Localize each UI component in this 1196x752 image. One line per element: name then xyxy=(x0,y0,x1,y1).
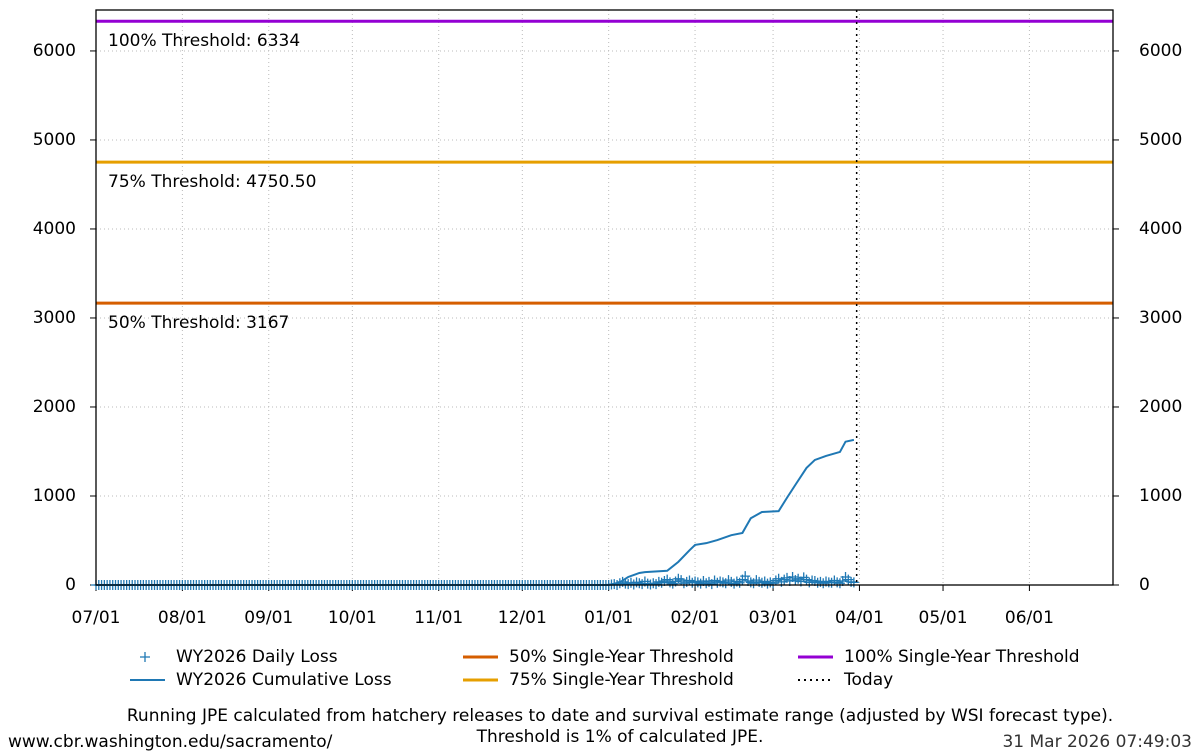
daily-marker xyxy=(692,577,703,588)
x-tick-label: 04/01 xyxy=(835,608,884,628)
legend-label: WY2026 Daily Loss xyxy=(176,647,338,667)
daily-marker xyxy=(832,577,843,588)
daily-marker xyxy=(848,577,859,588)
y2-tick-label: 3000 xyxy=(1139,308,1182,328)
daily-marker xyxy=(768,578,779,589)
caption: Threshold is 1% of calculated JPE. xyxy=(476,727,764,747)
y-tick-label: 4000 xyxy=(33,219,76,239)
y-tick-label: 2000 xyxy=(33,397,76,417)
y2-tick-label: 2000 xyxy=(1139,397,1182,417)
legend-marker xyxy=(140,652,150,662)
daily-marker xyxy=(793,573,804,584)
legend-label: WY2026 Cumulative Loss xyxy=(176,670,392,690)
threshold-label: 50% Threshold: 3167 xyxy=(108,313,289,333)
y2-tick-label: 5000 xyxy=(1139,130,1182,150)
legend-label: 75% Single-Year Threshold xyxy=(509,670,734,690)
x-tick-label: 01/01 xyxy=(584,608,633,628)
daily-marker xyxy=(801,574,812,585)
daily-marker xyxy=(701,578,712,589)
x-tick-label: 12/01 xyxy=(498,608,547,628)
cumulative-line xyxy=(96,438,855,586)
y-tick-label: 6000 xyxy=(33,41,76,61)
y2-tick-label: 6000 xyxy=(1139,41,1182,61)
y2-tick-label: 0 xyxy=(1139,575,1150,595)
plot-frame xyxy=(95,9,1114,586)
x-tick-label: 09/01 xyxy=(244,608,293,628)
x-tick-label: 03/01 xyxy=(749,608,798,628)
legend-label: 100% Single-Year Threshold xyxy=(844,647,1080,667)
timestamp: 31 Mar 2026 07:49:03 xyxy=(1002,732,1192,752)
x-tick-label: 06/01 xyxy=(1005,608,1054,628)
x-tick-label: 11/01 xyxy=(414,608,463,628)
y-tick-label: 5000 xyxy=(33,130,76,150)
x-tick-label: 10/01 xyxy=(328,608,377,628)
y-tick-label: 1000 xyxy=(33,486,76,506)
threshold-label: 75% Threshold: 4750.50 xyxy=(108,172,316,192)
x-tick-label: 05/01 xyxy=(919,608,968,628)
y2-tick-label: 4000 xyxy=(1139,219,1182,239)
y2-tick-label: 1000 xyxy=(1139,486,1182,506)
threshold-label: 100% Threshold: 6334 xyxy=(108,31,300,51)
y-tick-label: 0 xyxy=(65,575,76,595)
source-url: www.cbr.washington.edu/sacramento/ xyxy=(8,732,333,752)
legend-label: Today xyxy=(843,670,893,690)
legend-label: 50% Single-Year Threshold xyxy=(509,647,734,667)
caption: Running JPE calculated from hatchery rel… xyxy=(127,706,1113,726)
daily-marker xyxy=(631,577,642,588)
x-tick-label: 08/01 xyxy=(158,608,207,628)
x-tick-label: 02/01 xyxy=(671,608,720,628)
y-tick-label: 3000 xyxy=(33,308,76,328)
x-tick-label: 07/01 xyxy=(72,608,121,628)
daily-marker xyxy=(684,575,695,586)
daily-marker xyxy=(779,574,790,585)
